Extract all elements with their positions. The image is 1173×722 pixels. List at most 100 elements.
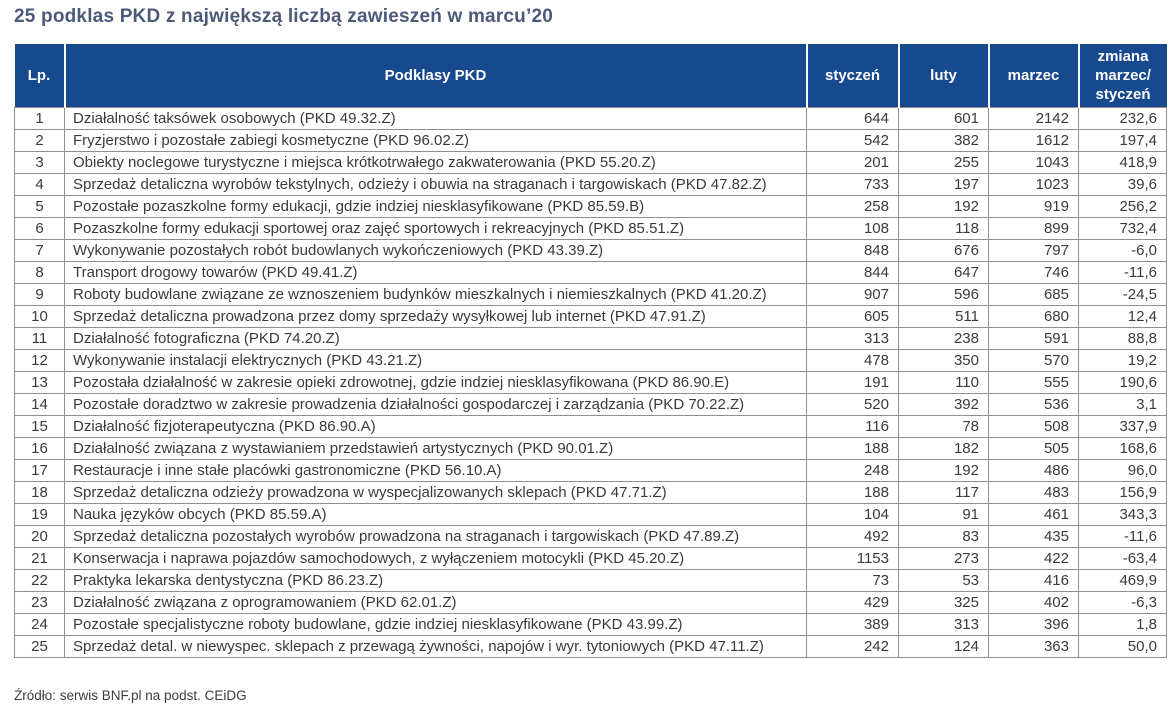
value-styczen: 313 [806, 326, 899, 350]
table-row: 16 Działalność związana z wystawianiem pr… [14, 436, 1167, 460]
value-styczen: 389 [806, 612, 899, 636]
podklasa-name: Obiekty noclegowe turystyczne i miejsca … [64, 150, 807, 174]
value-zmiana: -11,6 [1078, 260, 1167, 284]
value-styczen: 104 [806, 502, 899, 526]
value-zmiana: 418,9 [1078, 150, 1167, 174]
row-number: 13 [14, 370, 65, 394]
value-luty: 83 [898, 524, 989, 548]
value-luty: 192 [898, 458, 989, 482]
podklasa-name: Pozostała działalność w zakresie opieki … [64, 370, 807, 394]
value-luty: 596 [898, 282, 989, 306]
value-luty: 78 [898, 414, 989, 438]
table-row: 21 Konserwacja i naprawa pojazdów samocho… [14, 546, 1167, 570]
value-styczen: 492 [806, 524, 899, 548]
value-zmiana: -63,4 [1078, 546, 1167, 570]
value-marzec: 483 [988, 480, 1079, 504]
value-styczen: 605 [806, 304, 899, 328]
table-row: 5 Pozostałe pozaszkolne formy edukacji, g… [14, 194, 1167, 218]
column-header-marzec: marzec [987, 44, 1079, 107]
value-styczen: 108 [806, 216, 899, 240]
value-styczen: 844 [806, 260, 899, 284]
value-styczen: 520 [806, 392, 899, 416]
value-zmiana: -24,5 [1078, 282, 1167, 306]
row-number: 12 [14, 348, 65, 372]
table-row: 12 Wykonywanie instalacji elektrycznych (… [14, 348, 1167, 372]
value-marzec: 1023 [988, 172, 1079, 196]
row-number: 8 [14, 260, 65, 284]
header-row: Lp. Podklasy PKD styczeń luty marzec zmi… [14, 44, 1167, 107]
table-header: Lp. Podklasy PKD styczeń luty marzec zmi… [14, 44, 1167, 107]
podklasa-name: Transport drogowy towarów (PKD 49.41.Z) [64, 260, 807, 284]
row-number: 19 [14, 502, 65, 526]
row-number: 7 [14, 238, 65, 262]
value-zmiana: 39,6 [1078, 172, 1167, 196]
value-zmiana: 168,6 [1078, 436, 1167, 460]
value-luty: 53 [898, 568, 989, 592]
row-number: 11 [14, 326, 65, 350]
podklasa-name: Praktyka lekarska dentystyczna (PKD 86.2… [64, 568, 807, 592]
value-luty: 601 [898, 106, 989, 130]
podklasa-name: Działalność związana z oprogramowaniem (… [64, 590, 807, 614]
table-row: 23 Działalność związana z oprogramowaniem… [14, 590, 1167, 614]
value-zmiana: 190,6 [1078, 370, 1167, 394]
value-zmiana: -11,6 [1078, 524, 1167, 548]
value-marzec: 919 [988, 194, 1079, 218]
value-styczen: 116 [806, 414, 899, 438]
value-marzec: 536 [988, 392, 1079, 416]
value-luty: 118 [898, 216, 989, 240]
value-marzec: 899 [988, 216, 1079, 240]
row-number: 2 [14, 128, 65, 152]
pkd-suspensions-table: Lp. Podklasy PKD styczeń luty marzec zmi… [14, 44, 1167, 658]
value-zmiana: 12,4 [1078, 304, 1167, 328]
podklasa-name: Wykonywanie pozostałych robót budowlanyc… [64, 238, 807, 262]
podklasa-name: Sprzedaż detaliczna wyrobów tekstylnych,… [64, 172, 807, 196]
podklasa-name: Działalność fizjoterapeutyczna (PKD 86.9… [64, 414, 807, 438]
table-row: 24 Pozostałe specjalistyczne roboty budow… [14, 612, 1167, 636]
table-row: 7 Wykonywanie pozostałych robót budowlany… [14, 238, 1167, 262]
page-title: 25 podklas PKD z największą liczbą zawie… [14, 6, 554, 27]
table-row: 4 Sprzedaż detaliczna wyrobów tekstylnych… [14, 172, 1167, 196]
value-styczen: 73 [806, 568, 899, 592]
value-marzec: 2142 [988, 106, 1079, 130]
podklasa-name: Działalność fotograficzna (PKD 74.20.Z) [64, 326, 807, 350]
podklasa-name: Nauka języków obcych (PKD 85.59.A) [64, 502, 807, 526]
podklasa-name: Działalność związana z wystawianiem prze… [64, 436, 807, 460]
value-luty: 325 [898, 590, 989, 614]
value-luty: 110 [898, 370, 989, 394]
value-zmiana: 732,4 [1078, 216, 1167, 240]
value-zmiana: 50,0 [1078, 634, 1167, 658]
row-number: 9 [14, 282, 65, 306]
value-zmiana: 469,9 [1078, 568, 1167, 592]
podklasa-name: Pozaszkolne formy edukacji sportowej ora… [64, 216, 807, 240]
value-styczen: 201 [806, 150, 899, 174]
row-number: 23 [14, 590, 65, 614]
table-row: 9 Roboty budowlane związane ze wznoszenie… [14, 282, 1167, 306]
podklasa-name: Pozostałe specjalistyczne roboty budowla… [64, 612, 807, 636]
value-marzec: 508 [988, 414, 1079, 438]
value-marzec: 591 [988, 326, 1079, 350]
table-row: 8 Transport drogowy towarów (PKD 49.41.Z)… [14, 260, 1167, 284]
podklasa-name: Sprzedaż detaliczna pozostałych wyrobów … [64, 524, 807, 548]
row-number: 6 [14, 216, 65, 240]
value-styczen: 248 [806, 458, 899, 482]
table-row: 10 Sprzedaż detaliczna prowadzona przez d… [14, 304, 1167, 328]
value-luty: 392 [898, 392, 989, 416]
table-body: 1 Działalność taksówek osobowych (PKD 49.… [14, 106, 1167, 658]
value-marzec: 555 [988, 370, 1079, 394]
podklasa-name: Restauracje i inne stałe placówki gastro… [64, 458, 807, 482]
column-header-luty: luty [897, 44, 989, 107]
row-number: 10 [14, 304, 65, 328]
value-luty: 192 [898, 194, 989, 218]
value-marzec: 402 [988, 590, 1079, 614]
table-row: 13 Pozostała działalność w zakresie opiek… [14, 370, 1167, 394]
value-luty: 238 [898, 326, 989, 350]
table-row: 3 Obiekty noclegowe turystyczne i miejsca… [14, 150, 1167, 174]
value-zmiana: 343,3 [1078, 502, 1167, 526]
column-header-styczen: styczeń [805, 44, 899, 107]
value-luty: 676 [898, 238, 989, 262]
row-number: 21 [14, 546, 65, 570]
value-zmiana: 337,9 [1078, 414, 1167, 438]
table-row: 18 Sprzedaż detaliczna odzieży prowadzona… [14, 480, 1167, 504]
podklasa-name: Wykonywanie instalacji elektrycznych (PK… [64, 348, 807, 372]
